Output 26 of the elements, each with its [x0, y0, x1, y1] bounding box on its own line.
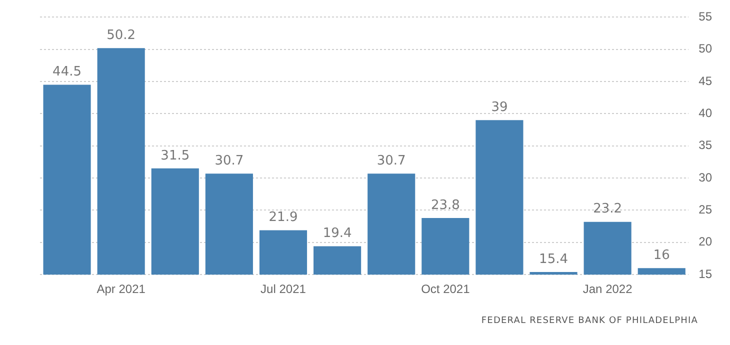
x-tick-label: Jan 2022 — [582, 282, 633, 296]
data-label: 23.2 — [593, 202, 622, 217]
y-tick-label: 55 — [698, 10, 712, 24]
data-label: 21.9 — [268, 210, 298, 226]
data-label: 31.5 — [160, 148, 190, 164]
data-label: 30.7 — [214, 153, 244, 168]
x-tick-label: Oct 2021 — [421, 282, 470, 296]
text: FEDERAL RESERVE BANK OF PHILADELPHIA — [480, 316, 698, 326]
x-tick-label: Jul 2021 — [260, 282, 306, 296]
x-tick-label: Apr 2021 — [96, 282, 146, 296]
data-label: 39 — [491, 100, 508, 116]
y-tick-label: 20 — [698, 234, 712, 249]
data-label: 15.4 — [539, 252, 568, 267]
y-tick-label: 35 — [698, 138, 712, 152]
y-tick-label: 40 — [698, 106, 712, 120]
y-tick-label: 50 — [698, 42, 712, 56]
data-label: 23.8 — [430, 198, 460, 213]
data-label: 16 — [653, 248, 670, 264]
y-tick-label: 45 — [698, 74, 712, 88]
data-label: 19.4 — [322, 226, 352, 242]
data-label: 44.5 — [52, 64, 82, 80]
y-tick-label: 25 — [698, 202, 712, 217]
y-tick-label: 15 — [698, 266, 712, 281]
y-tick-label: 30 — [698, 170, 712, 184]
data-label: 30.7 — [376, 153, 406, 168]
data-label: 50.2 — [106, 28, 136, 43]
